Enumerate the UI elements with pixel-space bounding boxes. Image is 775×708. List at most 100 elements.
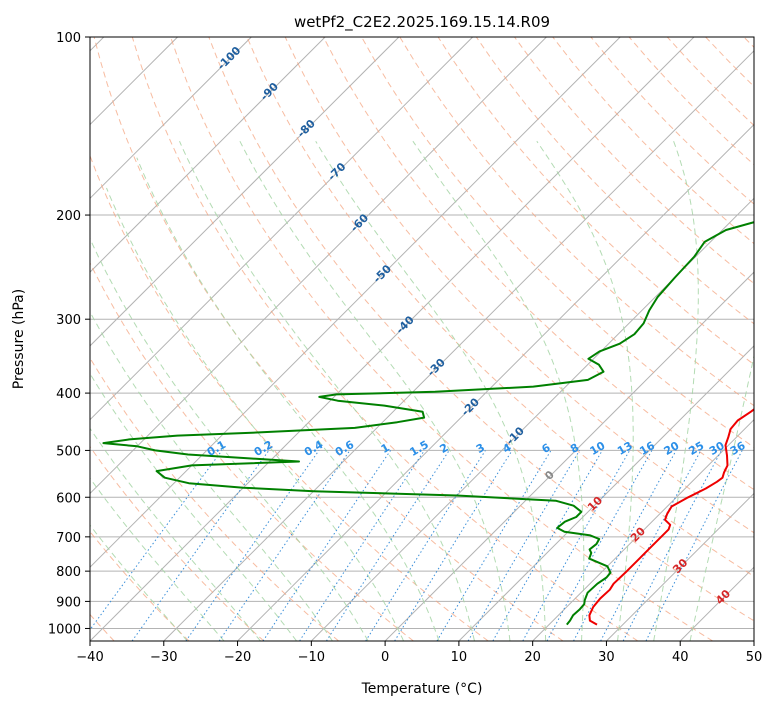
y-axis: 100 200 300 400 500 600 700 800 900 1000 <box>48 31 90 637</box>
x-tick-label: 10 <box>451 650 468 665</box>
mixing-ratio-line <box>573 450 677 641</box>
dry-adiabat-line <box>437 37 754 366</box>
isotherm-line <box>532 418 754 641</box>
isotherm-line <box>90 37 474 421</box>
y-tick-label: 100 <box>56 31 81 46</box>
dry-adiabat-label: -50 <box>371 262 394 285</box>
isotherm-line <box>90 37 695 641</box>
moist-adiabat-line <box>315 140 547 641</box>
dry-adiabat-line <box>705 37 754 88</box>
mixing-ratio-line <box>522 450 631 641</box>
isotherm-line <box>310 197 754 641</box>
mixing-ratio-line <box>90 450 223 631</box>
dry-adiabat-label: 40 <box>713 587 733 607</box>
temperature-line <box>588 408 754 626</box>
mixing-ratio-label: 0.6 <box>333 438 357 459</box>
chart-title: wetPf2_C2E2.2025.169.15.14.R09 <box>294 13 550 32</box>
mixing-ratio-line <box>325 450 450 641</box>
dry-adiabats <box>90 37 754 641</box>
x-tick-label: −40 <box>76 650 103 665</box>
y-tick-label: 300 <box>56 313 81 328</box>
x-tick-label: 30 <box>598 650 615 665</box>
isotherm-line <box>90 37 621 568</box>
dry-adiabat-line <box>170 37 713 641</box>
isotherm-line <box>458 345 754 641</box>
dry-adiabat-line <box>246 37 754 577</box>
mixing-ratio-line <box>436 450 552 641</box>
mixing-ratio-label: 0.2 <box>252 438 275 459</box>
isotherm-gridlines <box>90 37 754 641</box>
dry-adiabat-line <box>90 154 489 641</box>
x-tick-label: 50 <box>746 650 763 665</box>
dry-adiabat-label: -30 <box>425 356 448 379</box>
moist-adiabat-line <box>239 140 511 641</box>
dry-adiabat-line <box>514 37 754 285</box>
x-tick-label: 20 <box>524 650 541 665</box>
dry-adiabat-line <box>208 37 754 622</box>
mixing-ratio-label: 3 <box>474 441 487 456</box>
x-tick-label: −30 <box>150 650 177 665</box>
dry-adiabat-line <box>666 37 754 127</box>
isotherm-line <box>90 37 547 495</box>
dry-adiabat-line <box>90 261 414 641</box>
x-tick-label: −20 <box>224 650 251 665</box>
moist-adiabat-line <box>689 353 754 641</box>
dry-adiabat-label: -100 <box>215 44 244 73</box>
x-tick-label: 0 <box>381 650 389 665</box>
dry-adiabat-label: -70 <box>325 160 348 183</box>
dry-adiabat-line <box>552 37 754 245</box>
mixing-ratio-label: 1.5 <box>408 438 431 459</box>
mixing-ratio-label: 6 <box>540 441 553 456</box>
moist-adiabat-line <box>106 187 405 641</box>
y-tick-label: 700 <box>56 531 81 546</box>
isotherm-line <box>237 123 754 641</box>
mixing-ratio-line <box>218 450 351 641</box>
y-tick-label: 1000 <box>48 622 81 637</box>
moist-adiabat-line <box>90 477 225 641</box>
dry-adiabat-label: -20 <box>459 395 482 418</box>
moist-adiabat-line <box>653 141 699 641</box>
dry-adiabat-line <box>284 37 754 534</box>
sounding-series <box>102 221 754 626</box>
mixing-ratio-line <box>299 450 425 641</box>
mixing-ratio-label: 1 <box>379 441 392 456</box>
dry-adiabat-label: 10 <box>585 494 605 514</box>
moist-adiabat-line <box>90 372 297 641</box>
isotherm-line <box>679 566 754 641</box>
mixing-ratio-line <box>185 450 320 641</box>
y-tick-label: 600 <box>56 491 81 506</box>
x-tick-label: −10 <box>298 650 325 665</box>
dry-adiabat-line <box>628 37 754 166</box>
isotherm-line <box>90 37 252 200</box>
dry-adiabat-label: -40 <box>394 313 417 336</box>
mixing-ratio-label: 8 <box>568 441 581 456</box>
mixing-ratio-label: 16 <box>637 439 657 458</box>
isotherm-line <box>384 271 754 641</box>
plot-frame <box>89 36 755 642</box>
x-axis-label: Temperature (°C) <box>361 681 483 697</box>
y-tick-label: 800 <box>56 565 81 580</box>
moist-adiabat-line <box>90 310 333 641</box>
mixing-ratio-line <box>622 450 722 641</box>
mixing-ratio-line <box>365 450 486 641</box>
isotherm-line <box>753 640 754 641</box>
dry-adiabat-label: -90 <box>258 80 281 103</box>
moist-adiabat-line <box>136 157 440 641</box>
dry-adiabat-line <box>131 37 639 641</box>
isotherm-line <box>606 492 754 641</box>
y-axis-label: Pressure (hPa) <box>11 289 27 389</box>
dry-adiabat-label: -80 <box>295 117 318 140</box>
mixing-ratio-line <box>394 450 513 641</box>
isobar-gridlines <box>90 37 754 629</box>
moist-adiabat-line <box>90 237 369 641</box>
isotherm-line <box>163 50 754 641</box>
mixing-ratio-label: 36 <box>728 439 748 458</box>
mixing-ratio-label: 13 <box>615 439 635 458</box>
mixing-ratio-line <box>600 450 702 641</box>
plot-area: 0.1 0.2 0.4 0.6 1 1.5 2 3 4 6 8 10 13 16 20 25 30 36-100-… <box>90 37 754 641</box>
dry-adiabat-line <box>743 37 754 48</box>
mixing-ratio-lines <box>90 450 743 641</box>
dry-adiabat-line <box>475 37 754 325</box>
dry-adiabat-label: 0 <box>542 468 557 483</box>
